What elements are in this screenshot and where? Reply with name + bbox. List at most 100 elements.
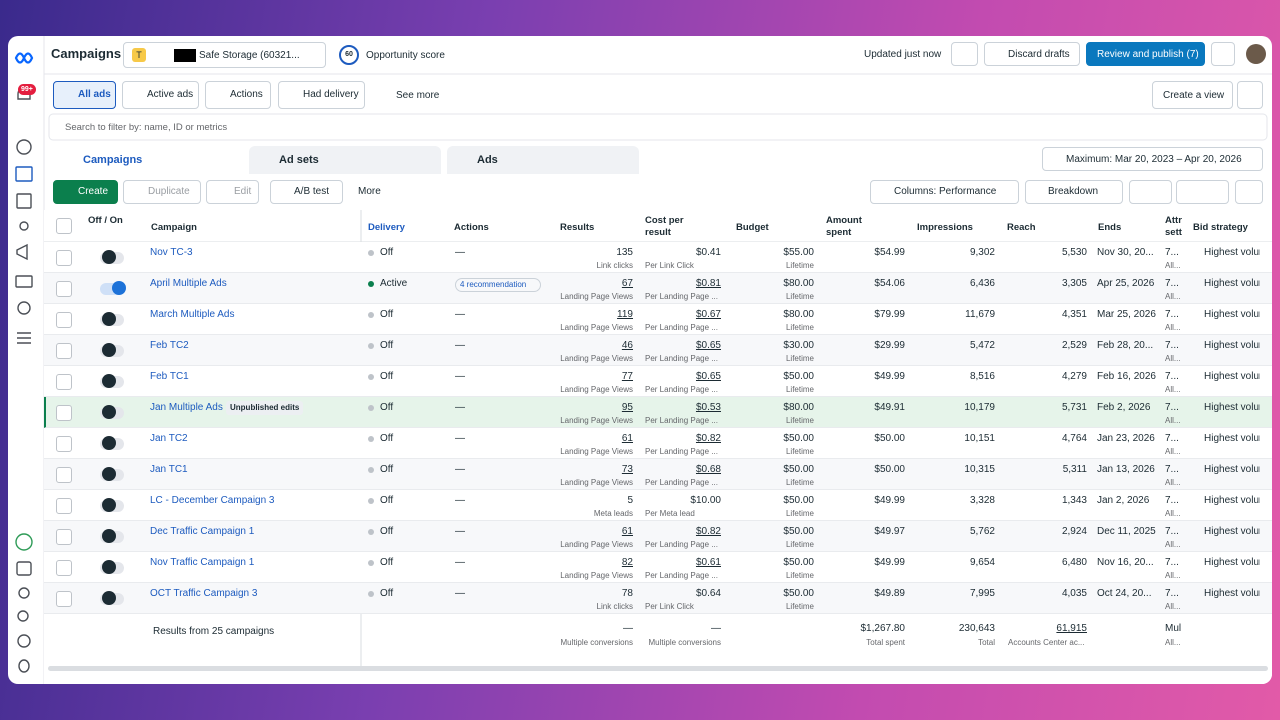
tab[interactable] — [53, 146, 245, 174]
search-box[interactable] — [48, 113, 1268, 141]
tab-label[interactable]: Ads — [477, 154, 498, 166]
delivery-dot — [368, 343, 374, 349]
campaign-name[interactable]: Jan Multiple Ads — [150, 402, 223, 413]
export-button[interactable] — [1176, 180, 1229, 204]
results-type: Landing Page Views — [560, 292, 633, 301]
tab-label[interactable]: Campaigns — [83, 154, 143, 166]
create-view-label[interactable]: Create a view — [1163, 90, 1225, 101]
column-header[interactable]: Ends — [1098, 222, 1122, 233]
hub-icon — [17, 301, 31, 315]
tab[interactable] — [447, 146, 639, 174]
campaign-name[interactable]: Jan TC2 — [150, 433, 188, 444]
duplicate-button[interactable] — [123, 180, 201, 204]
create-button[interactable] — [53, 180, 118, 204]
column-header[interactable]: Off / On — [88, 215, 123, 226]
campaign-name[interactable]: April Multiple Ads — [150, 278, 227, 289]
view-settings-button[interactable] — [1237, 81, 1263, 109]
edit-button[interactable] — [206, 180, 259, 204]
campaign-name[interactable]: Feb TC2 — [150, 340, 189, 351]
filter-chip[interactable] — [122, 81, 199, 109]
toggle-knob — [102, 250, 116, 264]
column-header[interactable]: Impressions — [917, 222, 973, 233]
filter-label[interactable]: Had delivery — [303, 89, 359, 100]
budget-type: Lifetime — [785, 354, 814, 363]
campaign-name[interactable]: Nov Traffic Campaign 1 — [150, 557, 255, 568]
column-header[interactable]: Campaign — [151, 222, 197, 233]
campaign-name[interactable]: Jan TC1 — [150, 464, 188, 475]
row-checkbox[interactable] — [56, 281, 72, 297]
column-header[interactable]: Budget — [736, 222, 769, 233]
discard-label[interactable]: Discard drafts — [1008, 49, 1070, 60]
column-header[interactable]: Cost per result — [645, 215, 684, 238]
score-label[interactable]: Opportunity score — [366, 50, 445, 61]
amount-spent: $49.91 — [874, 402, 905, 413]
campaign-name[interactable]: LC - December Campaign 3 — [150, 495, 275, 506]
columns-button[interactable] — [870, 180, 1019, 204]
account-name: Safe Storage (60321... — [199, 50, 300, 61]
reports-button[interactable] — [1129, 180, 1172, 204]
column-header[interactable]: Amount spent — [826, 215, 862, 238]
campaign-name[interactable]: OCT Traffic Campaign 3 — [150, 588, 258, 599]
refresh-button[interactable] — [951, 42, 978, 66]
column-header[interactable]: Delivery — [368, 222, 405, 233]
ab-test-button[interactable] — [270, 180, 343, 204]
campaign-name[interactable]: Dec Traffic Campaign 1 — [150, 526, 255, 537]
avatar[interactable] — [1246, 44, 1266, 64]
actions[interactable]: 4 recommendation — [455, 278, 541, 292]
row-checkbox[interactable] — [56, 467, 72, 483]
publish-button[interactable] — [1086, 42, 1205, 66]
publish-label[interactable]: Review and publish (7) — [1097, 49, 1199, 60]
table-row — [44, 459, 1272, 490]
footer-attribution-window: All... — [1165, 638, 1181, 647]
column-header[interactable]: Actions — [454, 222, 489, 233]
breakdown-button[interactable] — [1025, 180, 1123, 204]
row-checkbox[interactable] — [56, 343, 72, 359]
results-summary: Results from 25 campaigns — [153, 626, 275, 637]
breakdown-label[interactable]: Breakdown — [1048, 186, 1099, 197]
cost-per-result: $0.68 — [695, 464, 721, 475]
create-view-button[interactable] — [1152, 81, 1233, 109]
row-checkbox[interactable] — [56, 560, 72, 576]
row-checkbox[interactable] — [56, 312, 72, 328]
account-selector[interactable] — [123, 42, 326, 68]
row-checkbox[interactable] — [56, 529, 72, 545]
scrollbar[interactable] — [48, 666, 1268, 671]
row-checkbox[interactable] — [56, 374, 72, 390]
see-more[interactable]: See more — [396, 90, 440, 101]
more-label[interactable]: More — [358, 186, 381, 197]
filter-label[interactable]: Active ads — [147, 89, 194, 100]
ab-test-label[interactable]: A/B test — [294, 186, 330, 197]
more-button[interactable] — [1211, 42, 1235, 66]
budget: $50.00 — [783, 433, 814, 444]
date-range-label[interactable]: Maximum: Mar 20, 2023 – Apr 20, 2026 — [1066, 154, 1242, 165]
filter-chip[interactable] — [205, 81, 271, 109]
column-header[interactable]: Results — [560, 222, 595, 233]
campaign-name[interactable]: Nov TC-3 — [150, 247, 193, 258]
campaign-name[interactable]: March Multiple Ads — [150, 309, 235, 320]
cost-per-result: $0.67 — [695, 309, 721, 320]
columns-label[interactable]: Columns: Performance — [894, 186, 997, 197]
row-checkbox[interactable] — [56, 591, 72, 607]
column-header[interactable]: Reach — [1007, 222, 1036, 233]
column-header[interactable]: Bid strategy — [1193, 222, 1248, 233]
delivery-status: Off — [380, 495, 394, 506]
create-label[interactable]: Create — [78, 186, 109, 197]
impressions: 5,472 — [969, 340, 995, 351]
chart-button[interactable] — [1235, 180, 1263, 204]
tab[interactable] — [249, 146, 441, 174]
column-header[interactable]: Attr sett — [1165, 215, 1182, 238]
filter-chip[interactable] — [278, 81, 365, 109]
row-checkbox[interactable] — [56, 498, 72, 514]
meta-logo — [14, 52, 34, 64]
row-checkbox[interactable] — [56, 250, 72, 266]
filter-label[interactable]: Actions — [230, 89, 263, 100]
filter-label[interactable]: All ads — [78, 89, 111, 100]
tab-label[interactable]: Ad sets — [279, 154, 319, 166]
discard-button[interactable] — [984, 42, 1080, 66]
results-type: Landing Page Views — [560, 540, 633, 549]
row-checkbox[interactable] — [56, 405, 72, 421]
campaign-name[interactable]: Feb TC1 — [150, 371, 189, 382]
date-range-button[interactable] — [1042, 147, 1263, 171]
filter-chip[interactable] — [53, 81, 116, 109]
row-checkbox[interactable] — [56, 436, 72, 452]
